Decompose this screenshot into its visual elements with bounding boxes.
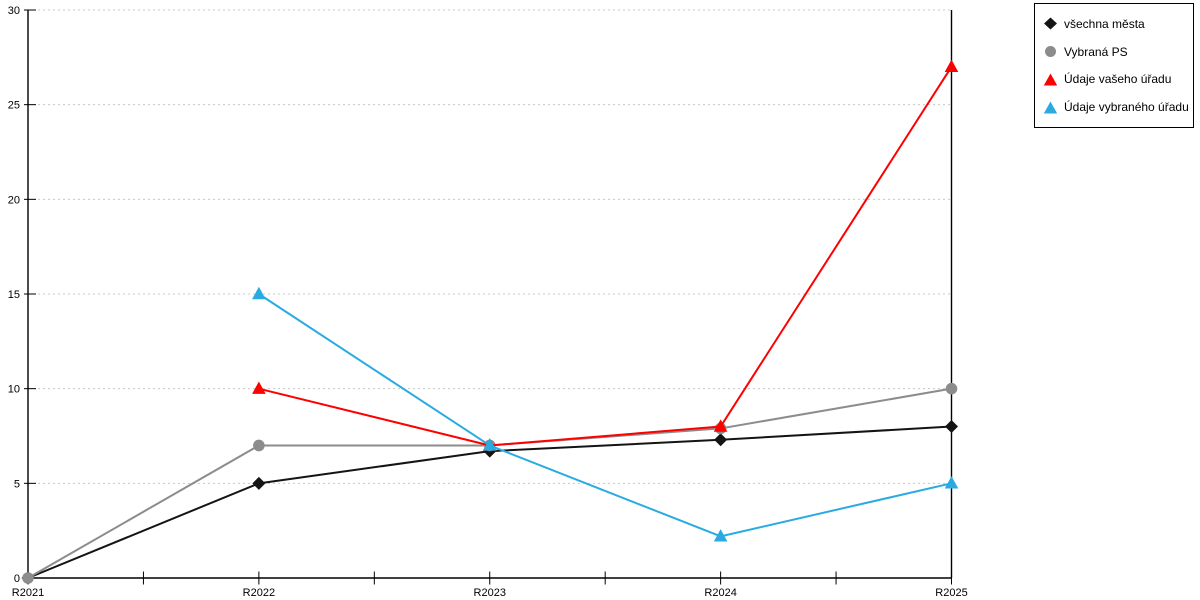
- svg-text:30: 30: [8, 5, 20, 17]
- diamond-marker-icon: [1043, 17, 1058, 30]
- triangle-marker-icon: [1043, 73, 1058, 86]
- legend-item-your-office: Údaje vašeho úřadu: [1043, 73, 1185, 86]
- svg-text:R2025: R2025: [935, 587, 967, 599]
- svg-text:R2024: R2024: [704, 587, 736, 599]
- triangle-marker-icon: [1043, 101, 1058, 114]
- svg-text:R2022: R2022: [243, 587, 275, 599]
- legend-label: všechna města: [1064, 16, 1145, 31]
- legend-item-selected-ps: Vybraná PS: [1043, 45, 1185, 58]
- svg-text:20: 20: [8, 194, 20, 206]
- legend-item-selected-office: Údaje vybraného úřadu: [1043, 101, 1189, 114]
- svg-text:15: 15: [8, 289, 20, 301]
- legend-label: Údaje vybraného úřadu: [1064, 100, 1189, 115]
- circle-marker-icon: [1043, 45, 1058, 58]
- legend-label: Údaje vašeho úřadu: [1064, 72, 1172, 87]
- legend-label: Vybraná PS: [1064, 44, 1128, 59]
- legend: všechna města Vybraná PS Údaje vašeho úř…: [1034, 3, 1194, 128]
- svg-text:R2023: R2023: [474, 587, 506, 599]
- svg-text:5: 5: [14, 478, 20, 490]
- svg-text:R2021: R2021: [12, 587, 44, 599]
- legend-item-all-cities: všechna města: [1043, 17, 1185, 30]
- svg-text:0: 0: [14, 573, 20, 585]
- svg-text:10: 10: [8, 384, 20, 396]
- svg-text:25: 25: [8, 100, 20, 112]
